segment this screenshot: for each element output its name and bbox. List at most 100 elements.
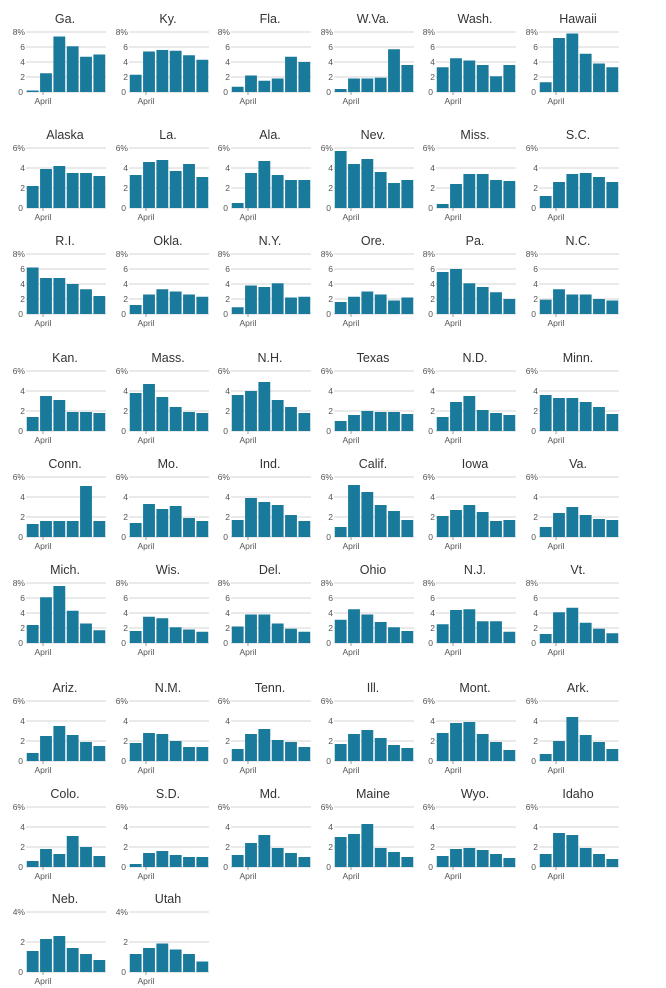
- y-tick-label: 2: [533, 736, 538, 746]
- y-tick-label: 2: [533, 183, 538, 193]
- bar: [143, 384, 155, 431]
- bar: [53, 936, 66, 972]
- state-name: Maine: [355, 787, 391, 801]
- y-tick-label: 2: [328, 842, 333, 852]
- bar: [566, 398, 579, 431]
- y-tick-label: 6: [533, 42, 538, 52]
- bar: [40, 597, 52, 643]
- bar-chart: 6% 4 2 0 April: [526, 366, 619, 445]
- y-tick-label: 4%: [13, 907, 26, 917]
- bar: [285, 56, 297, 92]
- bar: [26, 951, 39, 972]
- bar: [450, 184, 462, 208]
- bar-chart: 6% 4 2 0 April: [13, 143, 106, 222]
- y-tick-label: 0: [18, 532, 23, 542]
- bar: [450, 723, 462, 761]
- y-tick-label: 4: [430, 608, 435, 618]
- bar: [93, 413, 106, 431]
- bar: [183, 629, 195, 643]
- bar: [285, 407, 297, 431]
- bar: [388, 183, 400, 208]
- y-tick-label: 6%: [218, 143, 231, 153]
- y-tick-label: 0: [531, 87, 536, 97]
- bar: [196, 747, 209, 761]
- y-tick-label: 0: [531, 638, 536, 648]
- bar: [593, 519, 605, 537]
- x-tick-label: April: [34, 647, 51, 657]
- bar: [129, 743, 142, 761]
- bar: [93, 856, 106, 867]
- bar: [436, 417, 449, 431]
- bar: [129, 523, 142, 537]
- y-tick-label: 4: [20, 716, 25, 726]
- state-name: W.Va.: [356, 12, 390, 26]
- bar: [93, 960, 106, 972]
- bar: [606, 182, 619, 208]
- bar: [436, 856, 449, 867]
- y-tick-label: 0: [531, 426, 536, 436]
- bar: [298, 413, 311, 431]
- bar: [40, 521, 52, 537]
- y-tick-label: 0: [223, 309, 228, 319]
- y-tick-label: 6%: [423, 696, 436, 706]
- y-tick-label: 2: [20, 937, 25, 947]
- y-tick-label: 6: [123, 264, 128, 274]
- bar: [231, 749, 244, 761]
- state-name: Fla.: [259, 12, 281, 26]
- bar-chart: 6% 4 2 0 April: [321, 366, 414, 445]
- bar: [285, 742, 297, 761]
- bar: [80, 173, 92, 208]
- bar: [298, 631, 311, 643]
- bar: [579, 622, 592, 643]
- bar: [66, 948, 79, 972]
- x-tick-label: April: [34, 765, 51, 775]
- x-tick-label: April: [342, 765, 359, 775]
- bar: [183, 857, 195, 867]
- y-tick-label: 4: [225, 279, 230, 289]
- y-tick-label: 6: [225, 264, 230, 274]
- bar-chart: 6% 4 2 0 April: [423, 143, 516, 222]
- y-tick-label: 6%: [116, 696, 129, 706]
- bar: [490, 621, 502, 643]
- y-tick-label: 8%: [423, 249, 436, 259]
- bar-chart: 8% 6 4 2 0 April: [13, 249, 106, 328]
- state-name: Mo.: [157, 457, 179, 471]
- bar: [129, 305, 142, 314]
- bar-chart: 8% 6 4 2 0 April: [526, 27, 619, 106]
- bar: [183, 518, 195, 537]
- bar: [53, 36, 66, 92]
- x-tick-label: April: [137, 212, 154, 222]
- bar-chart: 8% 6 4 2 0 April: [116, 578, 209, 657]
- y-tick-label: 0: [428, 203, 433, 213]
- y-tick-label: 6%: [116, 472, 129, 482]
- bar-chart: 6% 4 2 0 April: [218, 366, 311, 445]
- state-name: Idaho: [562, 787, 594, 801]
- bar: [53, 278, 66, 314]
- bar: [245, 843, 257, 867]
- bar: [156, 50, 169, 92]
- y-tick-label: 4: [533, 608, 538, 618]
- y-tick-label: 6%: [116, 366, 129, 376]
- state-name: La.: [159, 128, 177, 142]
- bar: [463, 848, 476, 867]
- y-tick-label: 6: [533, 593, 538, 603]
- y-tick-label: 4: [225, 492, 230, 502]
- y-tick-label: 6%: [13, 143, 26, 153]
- bar: [374, 412, 387, 431]
- y-tick-label: 2: [533, 512, 538, 522]
- x-tick-label: April: [444, 765, 461, 775]
- bar: [53, 726, 66, 761]
- bar: [298, 62, 311, 92]
- bar: [503, 520, 516, 537]
- y-tick-label: 8%: [13, 578, 26, 588]
- x-tick-label: April: [444, 647, 461, 657]
- y-tick-label: 4: [328, 716, 333, 726]
- x-tick-label: April: [547, 647, 564, 657]
- bar: [334, 302, 347, 314]
- y-tick-label: 4: [533, 386, 538, 396]
- bar: [553, 38, 565, 92]
- bar: [26, 753, 39, 761]
- bar: [463, 722, 476, 761]
- x-tick-label: April: [239, 96, 256, 106]
- y-tick-label: 6%: [423, 472, 436, 482]
